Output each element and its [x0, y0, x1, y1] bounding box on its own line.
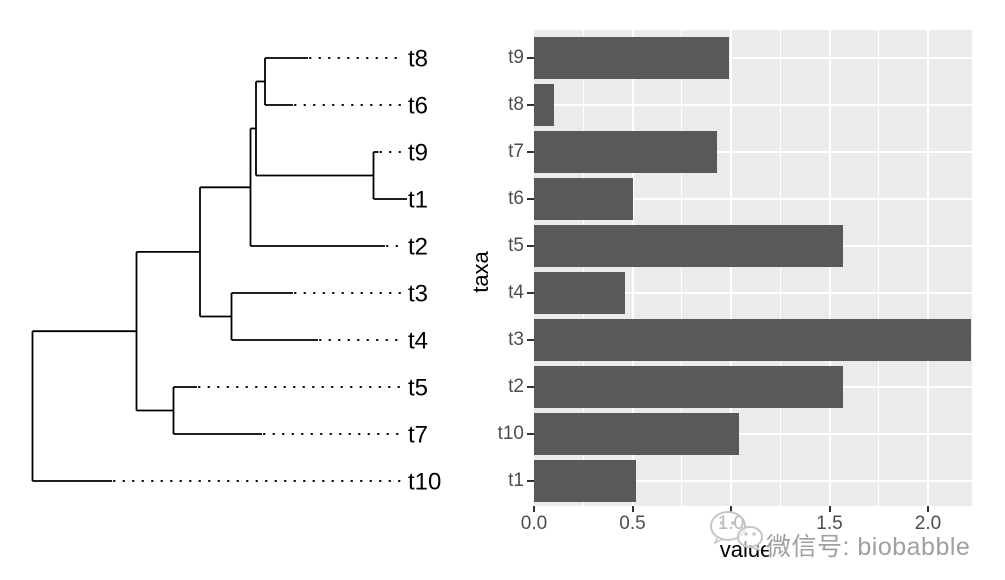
x-tick-mark: [730, 506, 732, 512]
tree-tip-label-t4: t4: [408, 328, 428, 355]
x-tick-mark: [828, 506, 831, 512]
grid-line-major-h: [534, 292, 972, 294]
grid-line-major-h: [534, 480, 972, 482]
x-tick-label-0.5: 0.5: [619, 513, 646, 534]
bar-t6: [534, 178, 633, 220]
grid-line-minor-v: [582, 30, 584, 506]
tree-tip-label-t10: t10: [408, 469, 441, 496]
y-axis-title: taxa: [468, 251, 493, 293]
tree-tip-label-t6: t6: [408, 93, 428, 120]
bar-t3: [534, 319, 971, 361]
y-tick-mark: [527, 198, 534, 200]
x-tick-label-1.5: 1.5: [816, 513, 843, 534]
y-tick-mark: [527, 151, 534, 153]
tree-tip-label-t3: t3: [408, 281, 428, 308]
phylogenetic-tree: t8 t6 t9 t1 t2 t3 t4 t5 t7 t10: [31, 46, 441, 496]
y-tick-label-t3: t3: [508, 329, 524, 350]
y-tick-mark: [527, 386, 534, 388]
bar-t7: [534, 131, 717, 173]
grid-line-minor-v: [779, 30, 781, 506]
grid-line-major-h: [534, 104, 972, 106]
x-tick-mark: [533, 506, 535, 512]
y-tick-mark: [527, 57, 534, 59]
bar-t10: [534, 413, 739, 455]
grid-line-minor-v: [681, 30, 683, 506]
y-tick-label-t10: t10: [497, 423, 524, 444]
grid-line-major-h: [534, 57, 972, 59]
watermark-text: 微信号: biobabble: [766, 533, 971, 561]
y-tick-mark: [527, 104, 534, 106]
bar-t2: [534, 366, 843, 408]
y-tick-label-t8: t8: [508, 94, 524, 115]
y-tick-mark: [527, 292, 534, 294]
tree-tip-label-t2: t2: [408, 234, 428, 261]
bar-t4: [534, 272, 625, 314]
watermark: 微信号: biobabble: [698, 505, 1005, 575]
bar-chart-panel: [534, 30, 972, 506]
y-tick-label-t5: t5: [508, 235, 524, 256]
tree-tip-label-t5: t5: [408, 375, 428, 402]
bar-t9: [534, 37, 729, 79]
x-tick-mark: [631, 506, 634, 512]
tree-tip-label-t1: t1: [408, 187, 428, 214]
y-tick-label-t2: t2: [508, 376, 524, 397]
grid-line-major-v: [631, 30, 634, 506]
tree-tip-label-t7: t7: [408, 422, 428, 449]
grid-line-major-v: [927, 30, 929, 506]
y-tick-mark: [527, 245, 534, 247]
grid-line-major-h: [534, 151, 972, 153]
wechat-logo-icon: [710, 511, 763, 551]
bar-t5: [534, 225, 843, 267]
x-tick-label-0.0: 0.0: [520, 513, 548, 534]
tree-tip-label-t8: t8: [408, 46, 428, 73]
y-tick-mark: [527, 480, 534, 482]
bar-t8: [534, 84, 554, 126]
y-tick-label-t4: t4: [508, 282, 524, 303]
grid-line-major-h: [534, 198, 972, 200]
grid-line-major-v: [730, 30, 732, 506]
grid-line-major-h: [534, 433, 972, 435]
tree-tip-label-t9: t9: [408, 140, 428, 167]
grid-line-major-v: [828, 30, 831, 506]
x-tick-mark: [927, 506, 929, 512]
y-tick-mark: [527, 433, 534, 435]
x-tick-label-2.0: 2.0: [914, 513, 942, 534]
y-tick-label-t6: t6: [508, 188, 524, 209]
y-tick-mark: [527, 339, 534, 341]
grid-line-minor-v: [878, 30, 880, 506]
y-tick-label-t1: t1: [508, 470, 524, 491]
y-tick-label-t9: t9: [508, 47, 524, 68]
y-tick-label-t7: t7: [508, 141, 524, 162]
bar-t1: [534, 460, 636, 502]
